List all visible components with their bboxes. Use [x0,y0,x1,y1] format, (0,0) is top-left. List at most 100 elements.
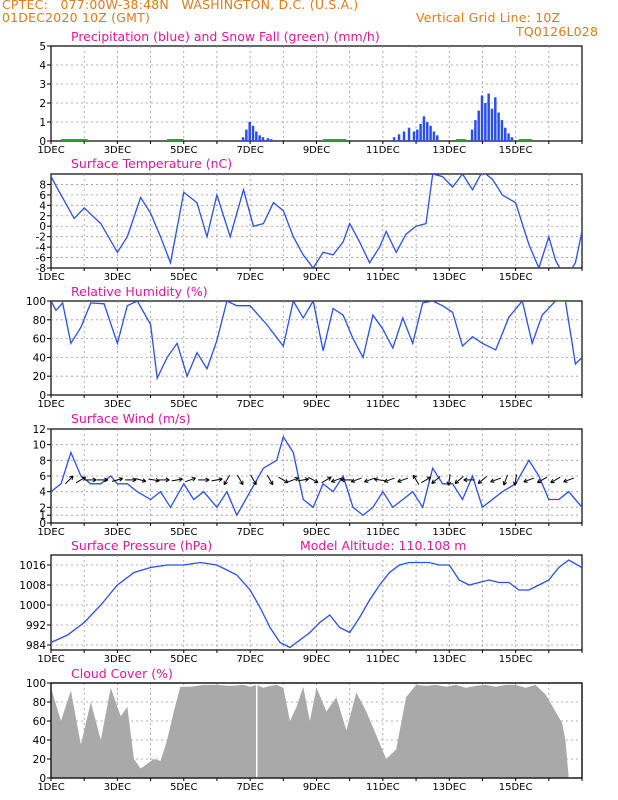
x-tick-label: 15DEC [499,399,533,410]
chart-title: Cloud Cover (%) [71,666,173,681]
wind-arrow-head [285,478,289,483]
x-tick-label: 3DEC [104,782,131,793]
wind-arrow-head [104,479,109,483]
y-tick-label: 1016 [19,560,46,572]
wind-arrow [297,477,309,482]
wind-arrow-shaft [550,476,561,484]
precip-bar [416,129,419,141]
wind-arrow-head [490,481,495,483]
wind-arrow-head [205,477,210,481]
header-datetime: 01DEC2020 10Z (GMT) [2,10,151,25]
snow-mark [60,139,88,141]
wind-arrow-shaft [297,478,309,482]
wind-arrow [171,477,183,482]
x-tick-label: 5DEC [170,527,197,538]
wind-arrow-shaft [185,477,196,483]
wind-arrow-head [373,477,379,480]
y-tick-label: 100 [26,678,46,690]
x-tick-label: 5DEC [170,272,197,283]
wind-arrow [85,477,97,483]
y-tick-label: 6 [39,471,46,483]
wind-arrow-head [512,481,516,486]
wind-arrow-shaft [223,474,231,485]
series-line [51,435,582,517]
x-tick-label: 9DEC [303,782,330,793]
y-tick-label: 100 [26,296,46,308]
x-tick-label: 15DEC [499,272,533,283]
x-tick-label: 11DEC [366,782,400,793]
x-tick-label: 7DEC [236,145,263,156]
snow-mark [323,139,347,141]
header-model-code: TQ0126L028 [516,24,599,39]
y-tick-label: 12 [33,424,46,436]
x-tick-label: 9DEC [303,145,330,156]
wind-arrow-head [178,477,183,480]
wind-arrow-head [428,476,432,481]
x-tick-label: 13DEC [432,145,466,156]
wind-arrow [236,474,244,486]
wind-arrow [278,476,289,484]
y-tick-label: 2 [39,211,46,223]
wind-arrow-head [305,478,309,482]
wind-arrow-head [119,478,124,482]
wind-arrow-head [563,478,567,483]
x-tick-label: 1DEC [37,399,64,410]
x-tick-label: 9DEC [303,654,330,665]
y-tick-label: 60 [33,716,46,728]
wind-arrow [563,477,575,483]
wind-arrow-head [218,477,223,480]
y-tick-label: 0 [39,773,46,785]
precip-bar [419,123,422,141]
wind-arrow [523,477,535,483]
wind-arrow-head [192,477,196,482]
x-tick-label: 3DEC [104,272,131,283]
series-line [51,174,582,268]
panel-3: Relative Humidity (%) 0 20 40 60 80 100 1DEC 3DE… [26,284,583,410]
y-tick-label: 80 [33,697,46,709]
wind-arrow-head [463,479,468,483]
wind-arrow-head [239,482,244,486]
wind-arrow-head [191,476,196,479]
wind-arrow-head [132,477,137,481]
wind-arrow [321,476,332,484]
precip-bar [494,97,497,141]
precip-bar [484,103,487,141]
precip-bar [497,112,500,141]
wind-arrow-head [142,478,147,482]
wind-arrow-head [364,481,369,483]
x-tick-label: 5DEC [170,654,197,665]
wind-arrow-head [454,482,460,484]
wind-arrow-shaft [331,477,342,483]
y-tick-label: 80 [33,315,46,327]
x-tick-label: 11DEC [366,272,400,283]
wind-arrow-shaft [236,474,244,485]
x-tick-label: 5DEC [170,399,197,410]
chart-title: Surface Temperature (nC) [71,156,232,171]
wind-arrow-shaft [135,478,147,482]
wind-arrow-shaft [65,475,74,485]
wind-arrow [536,476,548,484]
wind-arrow-head [502,481,505,486]
wind-arrow-shaft [278,476,289,484]
wind-arrow-shaft [287,477,299,483]
x-tick-label: 3DEC [104,654,131,665]
wind-arrow-head [92,477,97,481]
wind-arrow [512,474,518,486]
wind-arrow-head [563,481,568,483]
y-tick-label: -2 [36,232,46,244]
precip-bar [266,138,270,141]
y-tick-label: 40 [33,735,46,747]
wind-arrow-head [155,477,160,482]
wind-arrow-head [104,477,109,481]
y-tick-label: -8 [36,263,46,275]
panel-5: Surface Pressure (hPa) Model Altitude: 11… [19,538,583,665]
precip-bar [504,127,507,141]
wind-arrow-shaft [514,474,518,486]
cloud-cover-area [51,684,582,778]
wind-arrow [198,477,210,483]
wind-arrow-head [364,478,368,483]
wind-arrow-head [447,481,452,486]
x-tick-label: 15DEC [499,782,533,793]
